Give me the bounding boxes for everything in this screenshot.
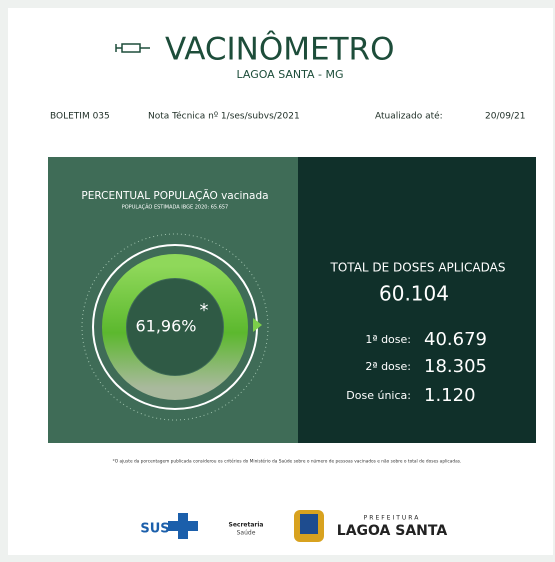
panel-title: PERCENTUAL POPULAÇÃO vacinada xyxy=(81,189,268,202)
sus-cross xyxy=(168,513,198,539)
city: LAGOA SANTA xyxy=(337,523,448,539)
panel-title-main: PERCENTUAL POPULAÇÃO xyxy=(81,189,217,202)
dose-label: 1ª dose: xyxy=(365,333,411,346)
updated-label: Atualizado até: xyxy=(375,111,443,122)
sus: SUS xyxy=(140,522,169,537)
total-label: TOTAL DE DOSES APLICADAS xyxy=(330,261,506,275)
prefeitura: PREFEITURA xyxy=(364,515,421,522)
crest xyxy=(294,510,324,542)
secretaria-1: Secretaria xyxy=(229,522,264,529)
secretaria-2: Saúde xyxy=(237,530,256,537)
total: 60.104 xyxy=(379,282,449,306)
title: VACINÔMETRO xyxy=(165,31,394,68)
percent: 61,96% xyxy=(135,317,196,336)
dotted-ring xyxy=(81,233,269,421)
gauge-center xyxy=(127,279,223,375)
gauge-ring xyxy=(102,254,248,400)
footnote: *O ajuste da porcentagem publicada consi… xyxy=(113,458,462,465)
bulletin: BOLETIM 035 xyxy=(50,112,110,122)
dose-value: 40.679 xyxy=(424,329,487,350)
date: 20/09/21 xyxy=(485,112,525,122)
arrow xyxy=(253,318,262,332)
right-panel xyxy=(298,157,536,443)
subtitle: LAGOA SANTA - MG xyxy=(236,68,343,81)
dose-value: 18.305 xyxy=(424,356,487,377)
panel-title-accent: vacinada xyxy=(221,190,269,202)
note: Nota Técnica nº 1/ses/subvs/2021 xyxy=(148,111,300,122)
panel-subtitle: POPULAÇÃO ESTIMADA IBGE 2020: 65.657 xyxy=(122,204,229,211)
asterisk: * xyxy=(200,300,209,321)
dose-label: Dose única: xyxy=(346,389,411,402)
dose-label: 2ª dose: xyxy=(365,360,411,373)
syringe-icon xyxy=(115,43,150,53)
dose-value: 1.120 xyxy=(424,385,476,406)
